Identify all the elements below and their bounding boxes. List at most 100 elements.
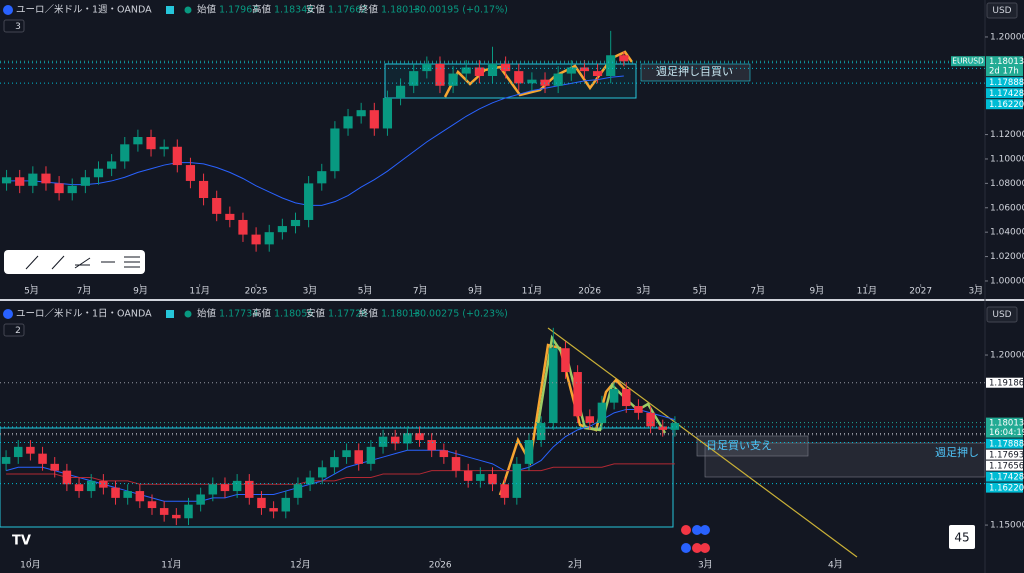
- ohlc-value: 1.17734: [219, 309, 258, 320]
- indicator-toggle: [3, 19, 25, 33]
- candle-body: [120, 144, 130, 162]
- candle-body: [93, 168, 104, 178]
- candle-body: [619, 55, 629, 62]
- price-label: 1.17693: [989, 451, 1024, 461]
- candle-body: [439, 450, 449, 458]
- x-tick-label: 5月: [358, 286, 373, 297]
- candle-body: [26, 446, 35, 454]
- logo: TV: [12, 534, 31, 549]
- currency-button[interactable]: [986, 2, 1018, 19]
- price-label: 1.17428: [989, 473, 1024, 483]
- candle-body: [80, 177, 90, 186]
- price-label-box: [986, 438, 1023, 449]
- ohlc-value: 1.17963: [219, 5, 258, 16]
- candle-body: [597, 402, 607, 424]
- candle-body: [159, 508, 169, 515]
- candle-body: [585, 416, 595, 424]
- price-label-box: [986, 460, 1023, 471]
- candle-body: [606, 55, 616, 77]
- candle-body: [390, 436, 400, 444]
- trend-line[interactable]: [547, 327, 858, 558]
- y-tick-label: 1.10000: [990, 154, 1024, 164]
- x-tick-label: 5月: [693, 286, 708, 297]
- candle-body: [293, 484, 303, 498]
- candle-body: [451, 457, 461, 471]
- candle-body: [99, 480, 108, 488]
- symbol-icon: [3, 5, 13, 15]
- candle-body: [409, 71, 419, 86]
- candle-body: [305, 477, 315, 485]
- candle-body: [74, 484, 84, 492]
- x-tick-label: 3月: [698, 560, 713, 571]
- note-box[interactable]: [704, 442, 986, 478]
- price-label-sub: 2d 17h: [989, 67, 1019, 77]
- ohlc-label: 安値: [306, 4, 326, 16]
- currency-button[interactable]: [986, 306, 1018, 323]
- indicator-count: 2: [15, 326, 21, 336]
- candle-body: [281, 497, 291, 512]
- range-box[interactable]: [0, 427, 674, 528]
- ohlc-value: 1.17726: [328, 309, 367, 320]
- ohlc-value: 1.18055: [274, 309, 313, 320]
- price-label: 1.19186: [989, 379, 1024, 389]
- candle-body: [512, 463, 522, 498]
- x-tick-label: 4月: [828, 560, 843, 571]
- candle-body: [147, 501, 157, 509]
- ohlc-label: 終値: [359, 308, 379, 320]
- ohlc-label: 終値: [359, 4, 379, 16]
- candle-body: [41, 173, 51, 184]
- candle-body: [474, 67, 484, 77]
- candle-body: [38, 453, 47, 464]
- candle-body: [609, 389, 619, 403]
- toolbar-icons[interactable]: [25, 255, 140, 270]
- candle-body: [13, 446, 23, 458]
- annotation: 週足押し目買い: [656, 64, 733, 78]
- candle-body: [251, 234, 261, 245]
- ohlc-value: +0.00275 (+0.23%): [412, 309, 508, 320]
- price-label-box: [986, 471, 1023, 482]
- candle-body: [1, 457, 11, 464]
- price-label-box: [986, 88, 1023, 99]
- symbol-tag-box: [951, 56, 985, 67]
- candle-body: [185, 165, 196, 181]
- y-tick-label: 1.04000: [990, 228, 1024, 238]
- price-label: 1.17428: [989, 89, 1024, 99]
- candle-body: [86, 480, 96, 492]
- candle-body: [553, 73, 563, 86]
- x-tick-label: 3月: [636, 286, 651, 297]
- candle-body: [123, 491, 132, 498]
- drawing-toolbar[interactable]: [4, 250, 145, 274]
- note-box[interactable]: [696, 435, 809, 457]
- candle-body: [172, 514, 181, 519]
- candle-body: [524, 440, 534, 464]
- candle-body: [245, 480, 254, 498]
- candle-body: [592, 71, 603, 77]
- ohlc-value: 1.18013: [381, 309, 420, 320]
- moving-average: [6, 463, 675, 485]
- symbol-tag: EURUSD: [952, 57, 984, 66]
- candle-body: [622, 389, 631, 407]
- event-icons: [681, 525, 710, 553]
- y-tick-label: 1.02000: [990, 252, 1024, 262]
- x-tick-label: 2026: [429, 561, 452, 571]
- candle-body: [549, 348, 558, 424]
- candle-body: [257, 497, 266, 509]
- x-tick-label: 2027: [909, 287, 932, 297]
- price-label-box: [986, 377, 1023, 388]
- candle-body: [220, 484, 230, 492]
- candle-body: [435, 63, 445, 86]
- candle-body: [395, 85, 406, 98]
- candle-body: [658, 426, 668, 430]
- symbol-name: ユーロ／米ドル・1日・OANDA: [16, 308, 152, 320]
- candle-body: [561, 348, 570, 373]
- candle-body: [330, 128, 340, 172]
- ohlc-value: 1.18348: [274, 5, 313, 16]
- annotation: 週足押し: [935, 445, 979, 459]
- candle-body: [269, 508, 278, 512]
- price-label-box: [986, 77, 1023, 88]
- x-tick-label: 9月: [810, 286, 825, 297]
- candle-body: [28, 173, 38, 186]
- candle-body: [172, 146, 182, 166]
- candle-body: [133, 137, 143, 145]
